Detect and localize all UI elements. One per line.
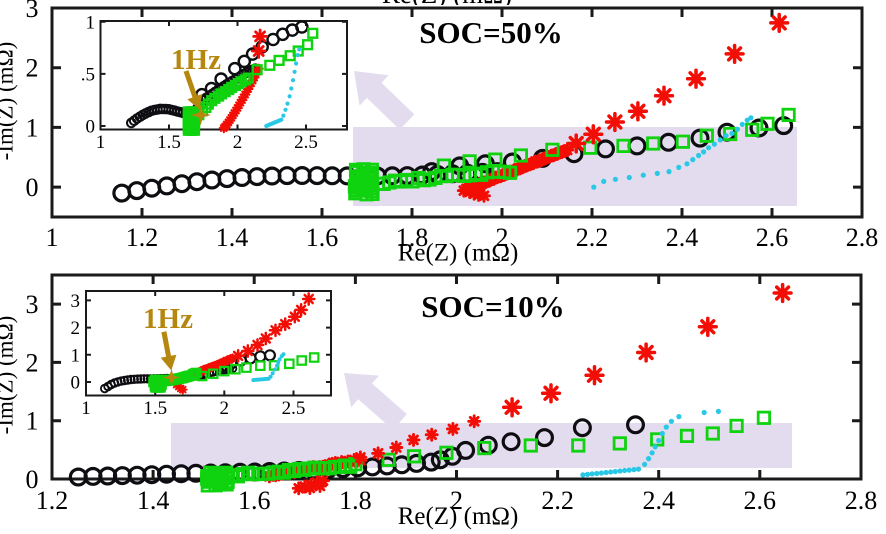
svg-text:Re(Z) (mΩ): Re(Z) (mΩ) bbox=[398, 503, 519, 530]
svg-text:2: 2 bbox=[26, 348, 39, 377]
svg-text:1Hz: 1Hz bbox=[171, 44, 221, 76]
svg-text:2.4: 2.4 bbox=[666, 223, 699, 252]
svg-text:2: 2 bbox=[26, 54, 39, 83]
svg-text:2: 2 bbox=[71, 318, 81, 339]
svg-text:1.2: 1.2 bbox=[36, 486, 69, 515]
svg-text:1: 1 bbox=[46, 223, 59, 252]
svg-text:1.8: 1.8 bbox=[396, 223, 429, 252]
svg-text:0: 0 bbox=[26, 465, 39, 494]
svg-text:2.2: 2.2 bbox=[541, 486, 574, 515]
svg-text:3: 3 bbox=[26, 0, 39, 23]
svg-text:1.5: 1.5 bbox=[157, 132, 181, 153]
svg-text:3: 3 bbox=[26, 290, 39, 319]
svg-text:2.5: 2.5 bbox=[294, 132, 318, 153]
svg-text:SOC=50%: SOC=50% bbox=[419, 15, 562, 50]
svg-text:1: 1 bbox=[96, 132, 106, 153]
svg-text:2.6: 2.6 bbox=[756, 223, 789, 252]
svg-text:2: 2 bbox=[220, 398, 230, 419]
svg-text:1Hz: 1Hz bbox=[143, 303, 193, 335]
svg-text:2.4: 2.4 bbox=[642, 486, 675, 515]
svg-text:Re(Z) (mΩ): Re(Z) (mΩ) bbox=[398, 240, 519, 267]
svg-text:1.8: 1.8 bbox=[339, 486, 372, 515]
svg-text:2.6: 2.6 bbox=[744, 486, 777, 515]
svg-text:1.6: 1.6 bbox=[238, 486, 271, 515]
svg-text:1: 1 bbox=[26, 407, 39, 436]
svg-text:1: 1 bbox=[26, 113, 39, 142]
svg-text:2.8: 2.8 bbox=[845, 486, 878, 515]
svg-text:-Im(Z) (mΩ): -Im(Z) (mΩ) bbox=[0, 316, 18, 435]
svg-text:Re(Z) (mΩ): Re(Z) (mΩ) bbox=[382, 0, 512, 9]
svg-text:.5: .5 bbox=[81, 64, 95, 85]
svg-text:-Im(Z) (mΩ): -Im(Z) (mΩ) bbox=[0, 42, 18, 161]
svg-text:2.5: 2.5 bbox=[282, 398, 306, 419]
svg-text:3: 3 bbox=[71, 291, 81, 312]
svg-text:1.5: 1.5 bbox=[143, 398, 167, 419]
svg-text:SOC=10%: SOC=10% bbox=[421, 289, 564, 324]
svg-text:1: 1 bbox=[86, 12, 96, 33]
svg-text:2: 2 bbox=[233, 132, 243, 153]
svg-text:1.2: 1.2 bbox=[126, 223, 159, 252]
svg-text:1.6: 1.6 bbox=[306, 223, 339, 252]
svg-text:0: 0 bbox=[86, 117, 96, 138]
svg-text:0: 0 bbox=[71, 373, 81, 394]
svg-text:2.2: 2.2 bbox=[576, 223, 609, 252]
svg-text:2: 2 bbox=[450, 486, 463, 515]
svg-text:1: 1 bbox=[81, 398, 91, 419]
svg-text:0: 0 bbox=[26, 173, 39, 202]
svg-text:2: 2 bbox=[496, 223, 509, 252]
svg-text:1.4: 1.4 bbox=[216, 223, 249, 252]
svg-text:2.8: 2.8 bbox=[846, 223, 879, 252]
svg-text:1: 1 bbox=[71, 345, 81, 366]
svg-text:1.4: 1.4 bbox=[137, 486, 170, 515]
